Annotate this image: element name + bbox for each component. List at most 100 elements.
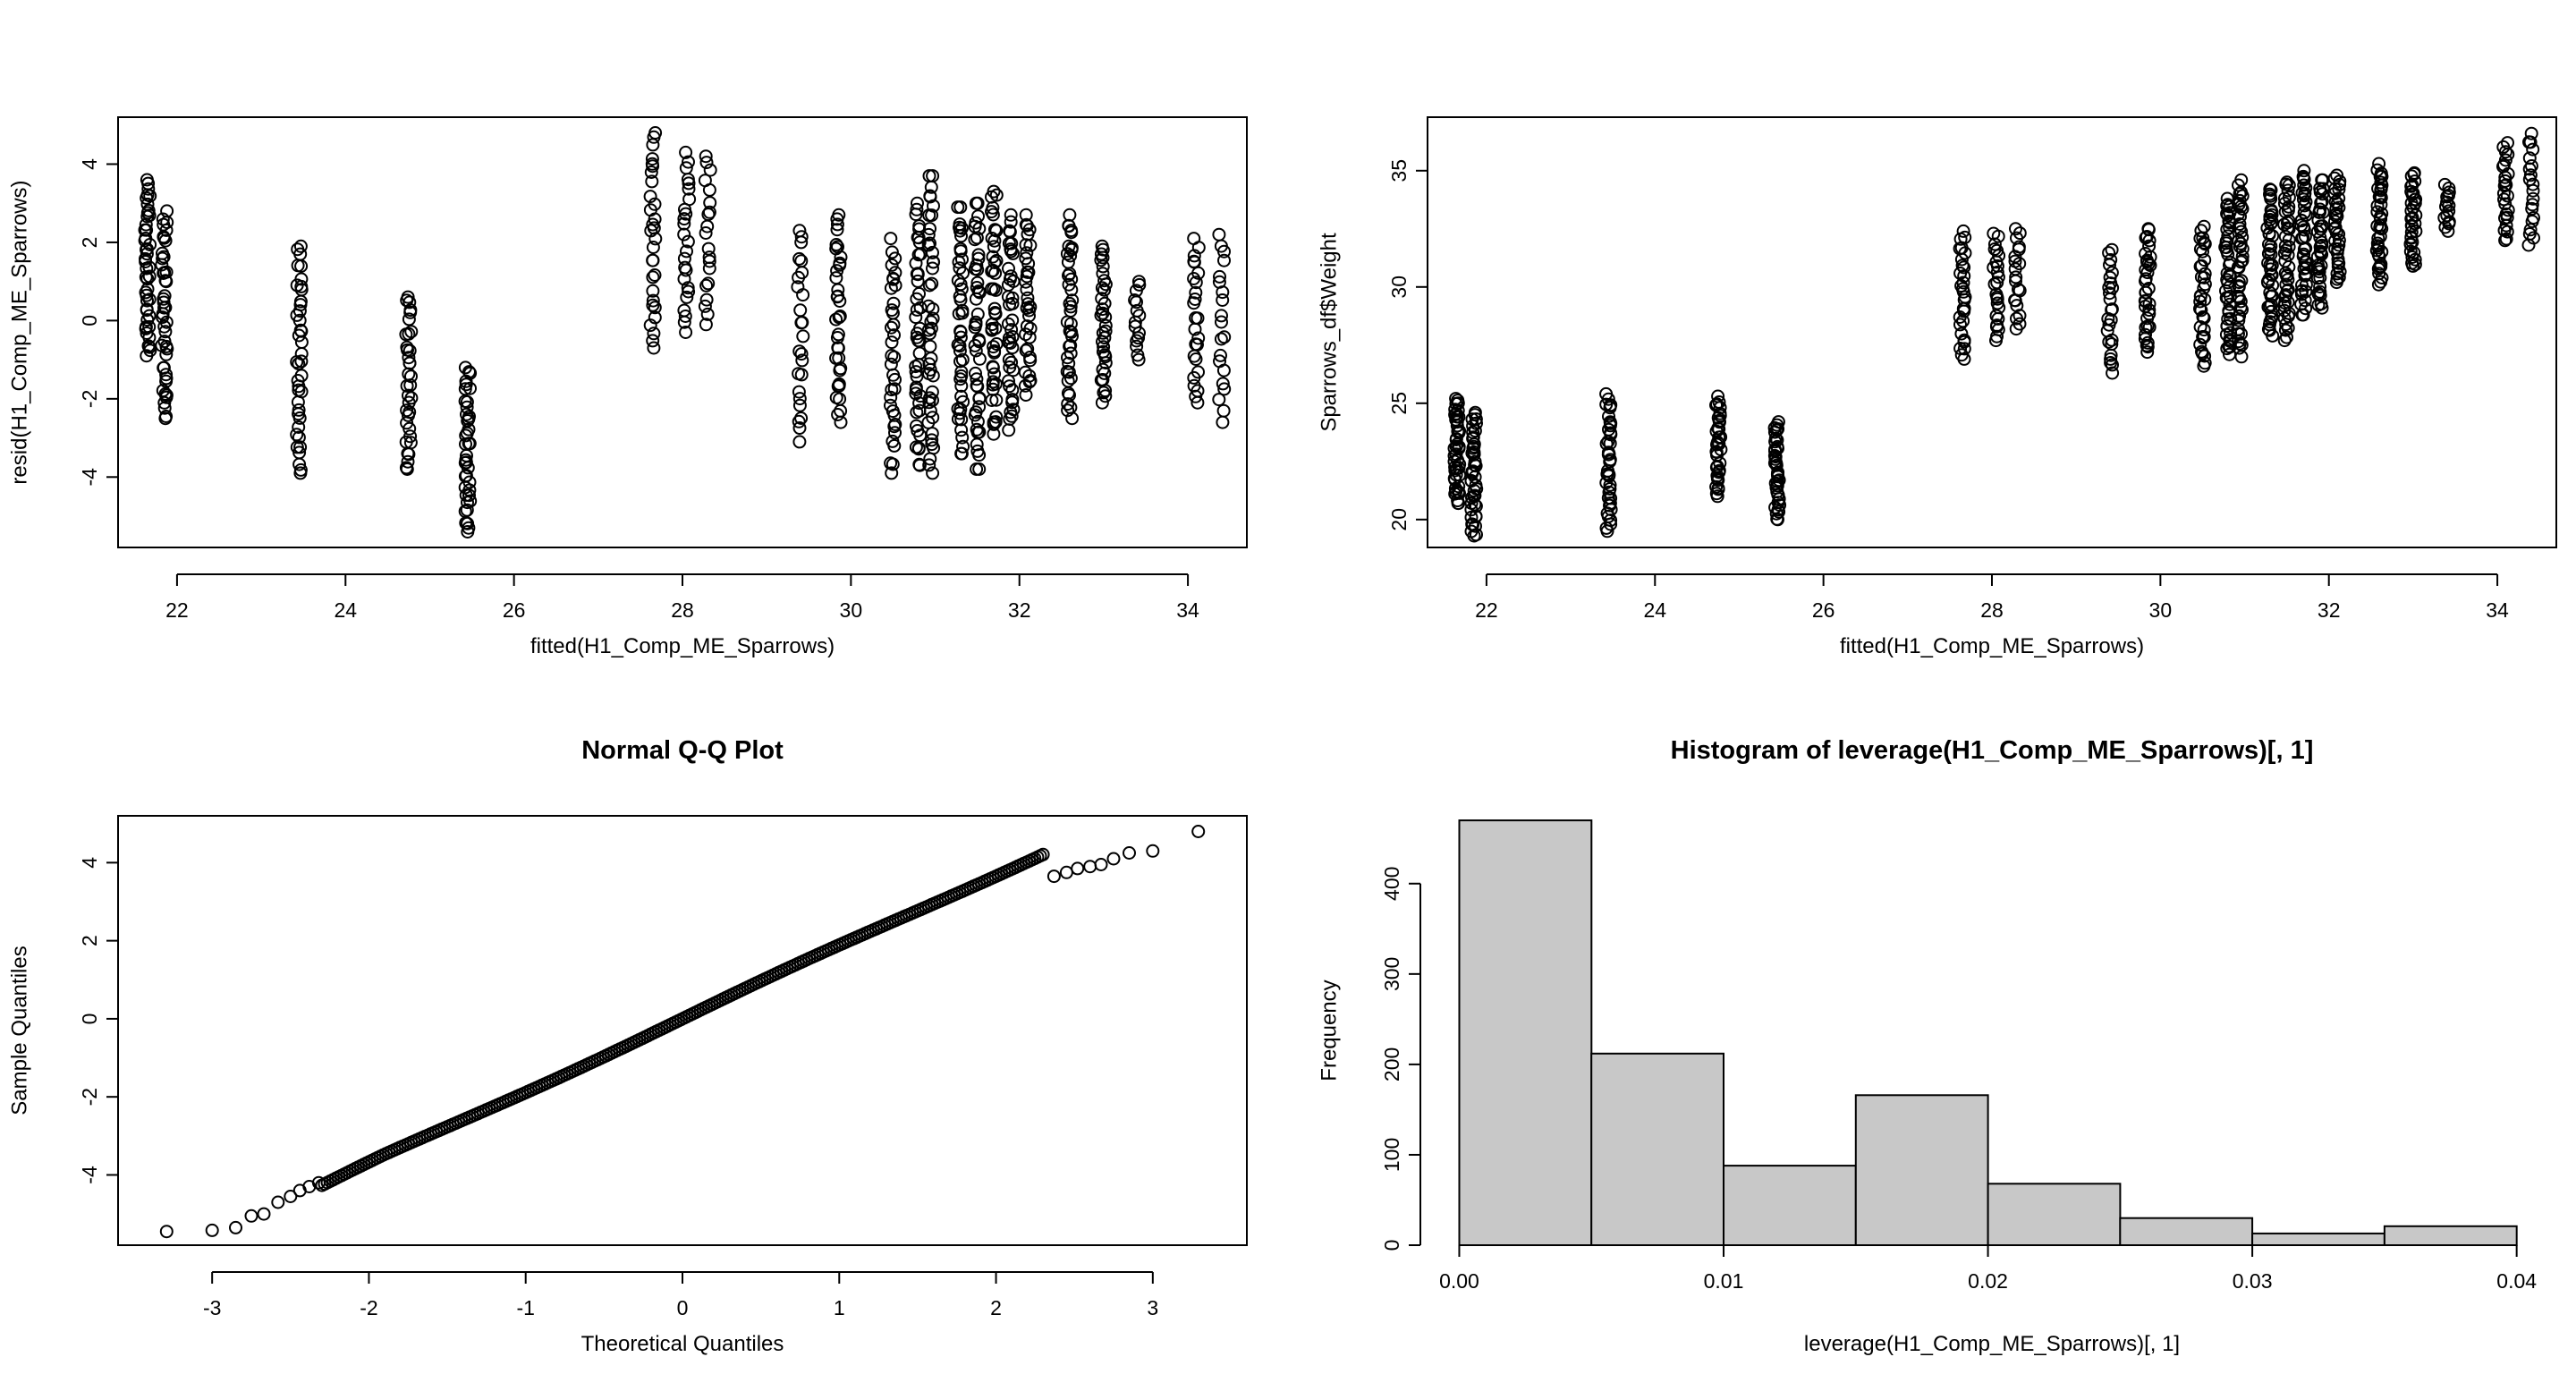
qq-point (1094, 858, 1108, 871)
data-point (156, 246, 169, 260)
data-point (1004, 405, 1018, 420)
data-point (792, 224, 807, 238)
data-point (925, 433, 939, 447)
data-point (987, 367, 1002, 381)
data-point (2009, 270, 2023, 284)
data-point (972, 400, 987, 414)
x-tick-label: 0.00 (1439, 1269, 1479, 1293)
data-point (699, 278, 714, 293)
data-point (1958, 230, 1972, 244)
data-point (955, 430, 970, 445)
data-point (926, 411, 940, 425)
data-point (156, 212, 170, 226)
data-point (1005, 393, 1020, 407)
data-point (682, 182, 696, 196)
data-point (1712, 430, 1726, 445)
x-tick-label: 34 (1176, 598, 1199, 622)
data-point (2294, 297, 2309, 311)
data-point (2281, 248, 2295, 262)
data-point (2499, 232, 2513, 246)
qq-point (1123, 846, 1136, 860)
y-tick-label: 20 (1387, 508, 1411, 531)
data-point (1003, 224, 1017, 238)
data-point (923, 222, 936, 236)
data-point (2106, 366, 2120, 380)
data-point (2233, 309, 2247, 323)
data-point (909, 386, 923, 401)
data-point (459, 377, 473, 392)
data-point (912, 457, 927, 471)
data-point (885, 349, 899, 362)
x-tick-label: 0.03 (2233, 1269, 2273, 1293)
data-point (292, 304, 307, 318)
y-tick-label: 300 (1380, 957, 1403, 991)
data-point (1063, 249, 1078, 263)
data-point (1063, 296, 1077, 310)
data-point (2403, 244, 2418, 259)
data-point (462, 483, 477, 497)
qq-point (1046, 869, 1061, 884)
qq-point (1036, 847, 1050, 861)
y-tick-label: 0 (78, 315, 101, 327)
data-point (1954, 348, 1969, 362)
data-point (1771, 415, 1785, 429)
data-point (830, 223, 844, 237)
data-point (989, 224, 1004, 238)
data-point (794, 411, 809, 425)
data-point (970, 372, 984, 386)
data-point (1767, 449, 1782, 462)
data-point (2313, 280, 2327, 293)
data-point (1020, 283, 1034, 297)
data-point (1216, 403, 1231, 418)
data-point (2234, 173, 2249, 187)
data-point (1213, 354, 1226, 369)
data-point (1603, 498, 1616, 513)
data-point (2012, 240, 2026, 254)
data-point (2142, 239, 2157, 253)
x-tick-label: 30 (2149, 598, 2173, 622)
data-point (2496, 140, 2511, 154)
data-point (2232, 233, 2246, 248)
y-tick-label: -4 (78, 468, 101, 487)
data-point (2264, 262, 2278, 276)
data-point (2195, 344, 2208, 359)
data-point (792, 398, 807, 412)
data-point (791, 280, 805, 294)
data-point (2281, 183, 2295, 198)
data-point (1603, 415, 1617, 429)
data-point (922, 367, 936, 381)
data-point (679, 145, 693, 159)
data-point (2527, 211, 2540, 225)
data-point (2232, 276, 2246, 290)
data-point (645, 174, 659, 189)
data-point (2442, 185, 2456, 199)
qq-point (1071, 861, 1085, 876)
data-point (140, 288, 154, 302)
data-point (290, 428, 304, 442)
data-point (2261, 256, 2275, 270)
data-point (2233, 341, 2246, 355)
resid-vs-fitted-panel: 22 24 26 28 30 32 34-4-2024fitted(H1_Comp_ME_S… (8, 116, 1248, 658)
data-point (2104, 253, 2118, 267)
data-point (1602, 422, 1615, 437)
data-point (2106, 358, 2119, 372)
data-point (833, 256, 847, 270)
data-point (1019, 251, 1033, 266)
data-point (140, 206, 155, 220)
data-point (2220, 191, 2234, 206)
data-point (139, 232, 153, 245)
data-point (2196, 244, 2209, 259)
histogram-bar (1987, 1183, 2122, 1247)
data-point (699, 318, 713, 332)
data-point (1063, 208, 1077, 222)
data-point (953, 339, 967, 353)
data-point (698, 299, 712, 313)
data-point (2526, 191, 2540, 206)
data-point (646, 159, 660, 174)
data-point (1003, 379, 1017, 394)
data-point (1095, 292, 1109, 306)
data-point (1021, 291, 1035, 305)
data-point (2280, 175, 2294, 190)
data-point (1711, 421, 1725, 436)
data-point (926, 394, 939, 407)
